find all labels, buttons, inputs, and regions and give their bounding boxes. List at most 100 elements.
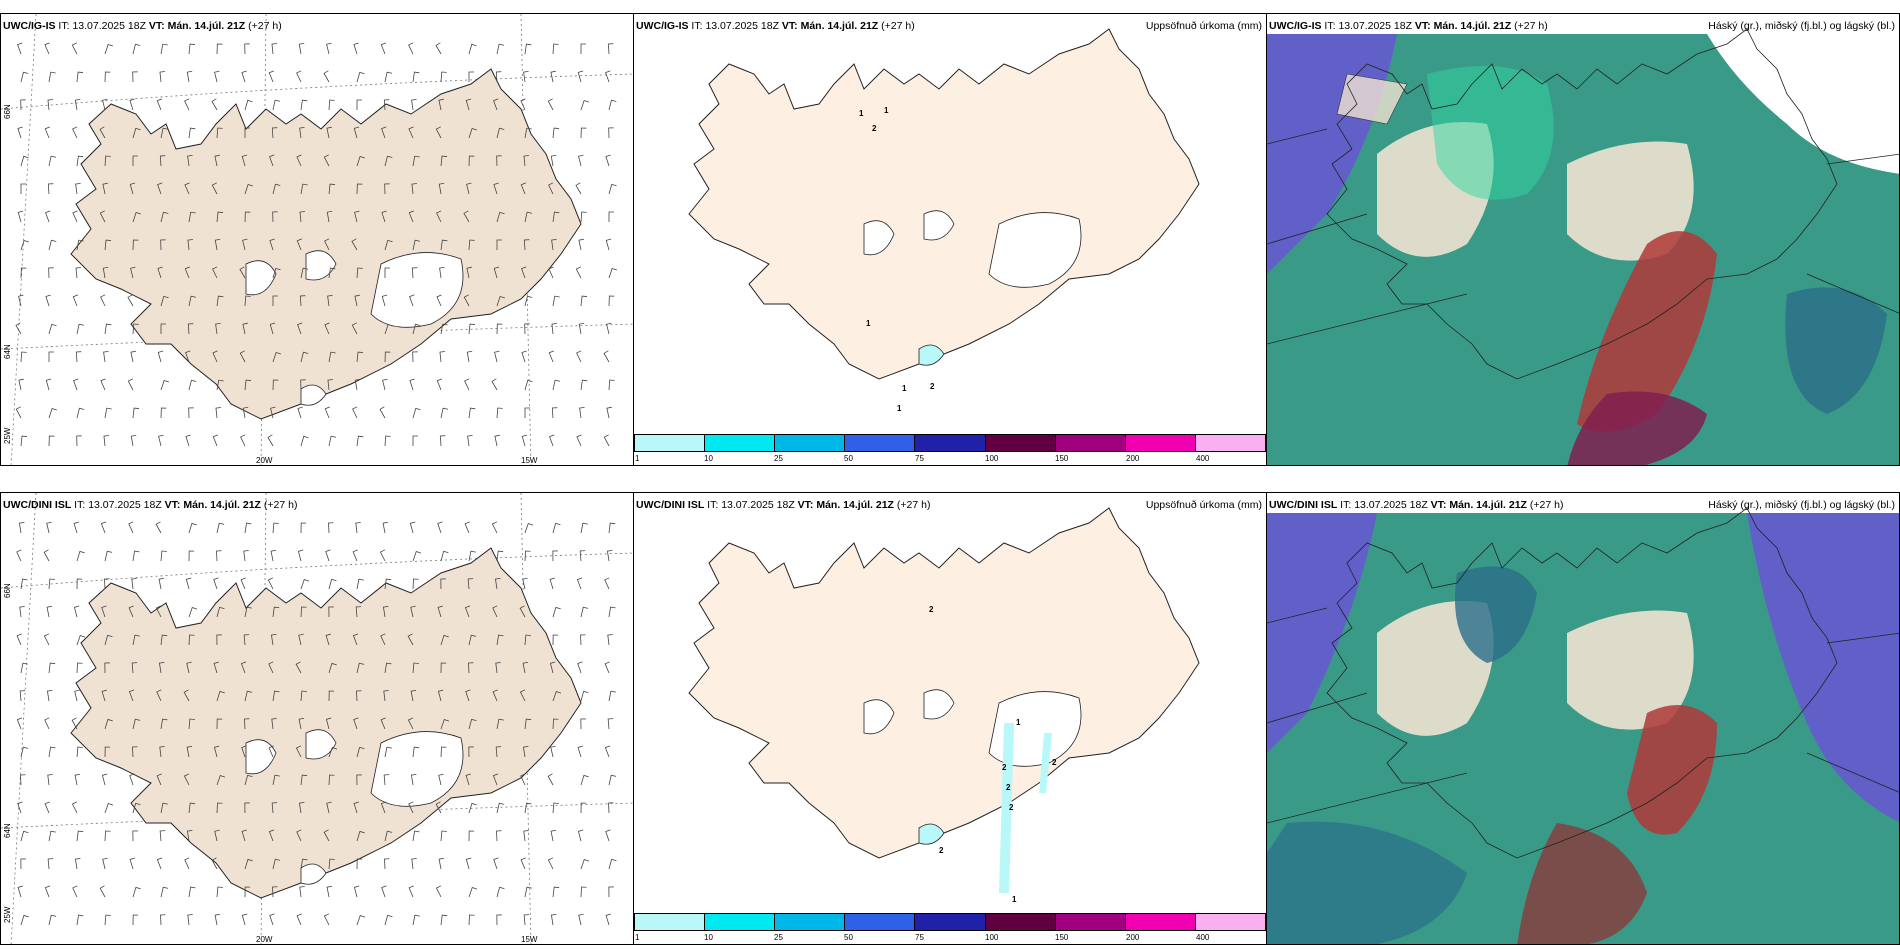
wind-barb xyxy=(186,661,192,674)
wind-barb xyxy=(524,379,533,391)
wind-barb xyxy=(468,155,475,167)
wind-barb xyxy=(156,773,162,786)
wind-barb xyxy=(327,295,333,307)
wind-barb xyxy=(272,606,280,618)
glacier xyxy=(988,212,1082,288)
wind-barb xyxy=(608,802,614,814)
wind-barb xyxy=(407,633,414,646)
wind-barb xyxy=(436,210,442,223)
wind-barb xyxy=(132,746,138,758)
wind-barb xyxy=(608,690,616,702)
wind-barb xyxy=(300,99,308,111)
panel-subtitle: Uppsöfnuð úrkoma (mm) xyxy=(1145,20,1262,32)
wind-barb xyxy=(75,183,81,195)
wind-barb xyxy=(323,829,330,842)
wind-barb xyxy=(187,323,194,335)
wind-barb xyxy=(184,182,190,195)
wind-barb xyxy=(48,407,57,419)
wind-barb xyxy=(76,578,83,590)
panel-title: UWC/DINI ISL IT: 13.07.2025 18Z VT: Mán.… xyxy=(1269,499,1564,511)
wind-barb xyxy=(240,577,246,590)
wind-barb xyxy=(496,155,502,167)
wind-barb xyxy=(188,127,196,139)
colorbar-segment xyxy=(705,435,776,451)
colorbar-tick: 150 xyxy=(1055,454,1069,463)
wind-barb xyxy=(464,521,470,534)
wind-barb xyxy=(408,126,414,139)
panel-title: UWC/DINI ISL IT: 13.07.2025 18Z VT: Mán.… xyxy=(636,499,931,511)
wind-barb xyxy=(188,379,197,391)
wind-barb xyxy=(412,662,419,674)
wind-barb xyxy=(552,550,558,562)
panel-precip-bottom: UWC/DINI ISL IT: 13.07.2025 18Z VT: Mán.… xyxy=(633,492,1267,945)
wind-barb xyxy=(297,406,303,419)
wind-barb xyxy=(384,746,392,758)
wind-barb xyxy=(295,745,302,758)
wind-barb xyxy=(552,718,559,730)
wind-barb xyxy=(382,521,389,534)
wind-barb xyxy=(131,578,137,590)
wind-barb xyxy=(380,42,387,55)
wind-barb xyxy=(326,885,333,898)
wind-barb xyxy=(412,551,422,562)
wind-barb xyxy=(104,718,113,730)
wind-barb xyxy=(468,830,475,842)
precip-patch xyxy=(918,344,945,366)
precip-value: 1 xyxy=(884,106,889,115)
wind-barb xyxy=(384,914,393,926)
wind-barb xyxy=(547,773,554,786)
wind-barb xyxy=(130,266,136,279)
wind-barb xyxy=(73,605,80,618)
wind-barb xyxy=(606,322,612,335)
precip-map xyxy=(688,28,1200,380)
wind-barb xyxy=(20,155,29,167)
wind-barb xyxy=(184,857,190,870)
wind-barb xyxy=(131,662,138,674)
colorbar-segment xyxy=(985,435,1056,451)
panel-title: UWC/DINI ISL IT: 13.07.2025 18Z VT: Mán.… xyxy=(3,499,298,511)
wind-barb xyxy=(324,322,330,335)
wind-barb xyxy=(356,690,362,702)
wind-barb xyxy=(129,773,135,786)
iceland-land xyxy=(688,507,1200,859)
wind-barb xyxy=(267,577,274,590)
wind-barb xyxy=(496,43,505,55)
wind-barb xyxy=(103,351,109,363)
wind-barb xyxy=(356,267,363,279)
wind-barb xyxy=(326,126,332,139)
wind-barb xyxy=(326,42,332,55)
wind-barb xyxy=(157,182,163,195)
wind-barb xyxy=(20,71,29,83)
wind-barb xyxy=(412,351,418,363)
wind-barb xyxy=(383,690,389,702)
wind-barb xyxy=(521,350,527,363)
wind-barb xyxy=(216,606,225,618)
wind-barb xyxy=(241,154,248,167)
wind-barb xyxy=(576,350,582,363)
wind-barb xyxy=(188,43,196,55)
wind-barb xyxy=(45,210,51,223)
wind-barb xyxy=(244,858,253,870)
glacier xyxy=(245,739,277,775)
wind-barb xyxy=(548,182,554,195)
wind-barb xyxy=(552,211,560,223)
wind-barb xyxy=(608,774,617,786)
wind-barb xyxy=(44,801,50,814)
wind-barb xyxy=(380,633,386,646)
wind-barb xyxy=(268,70,275,83)
wind-barb xyxy=(272,886,278,898)
glacier xyxy=(923,210,955,241)
wind-barb xyxy=(524,323,530,335)
wind-barb xyxy=(272,690,280,702)
wind-barb xyxy=(523,830,529,842)
wind-barb xyxy=(185,350,191,363)
wind-barb xyxy=(493,182,499,195)
wind-barb xyxy=(243,634,250,646)
wind-barb xyxy=(104,43,113,55)
wind-barb xyxy=(297,549,304,562)
precip-patch xyxy=(1039,733,1052,793)
wind-barb xyxy=(465,689,471,702)
wind-barb xyxy=(353,801,359,814)
wind-barb xyxy=(18,378,24,391)
wind-barb xyxy=(409,521,416,534)
